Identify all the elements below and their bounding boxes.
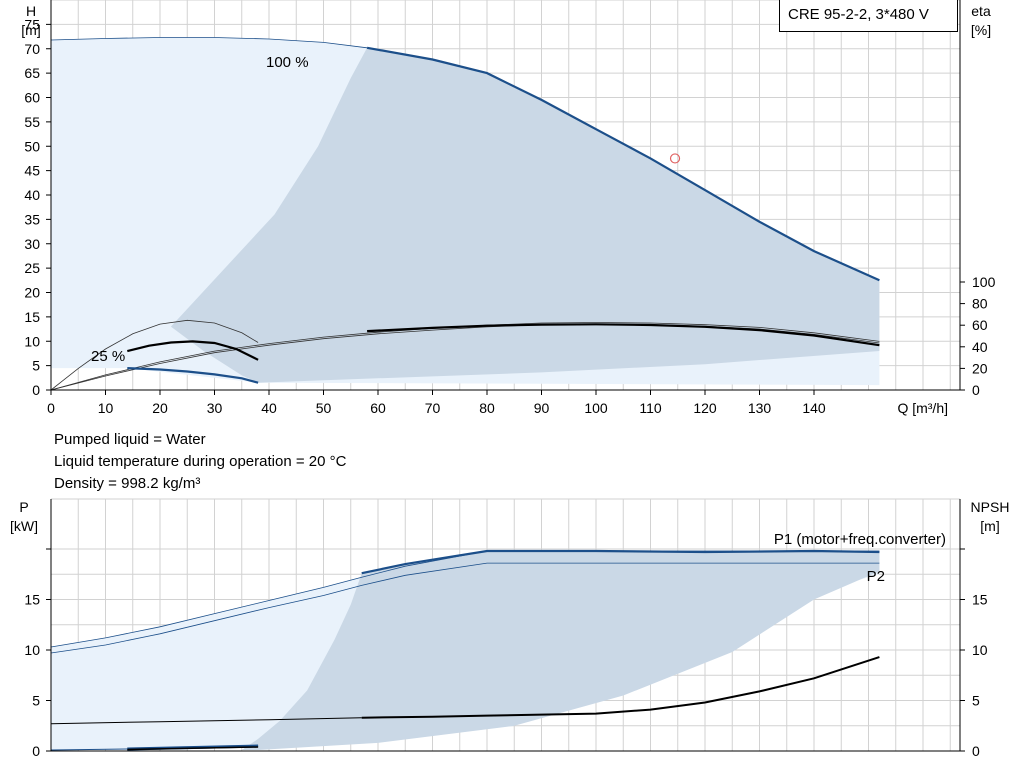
x-tick-label: 80	[479, 400, 495, 416]
y-tick-label: 0	[32, 382, 40, 398]
legend-p1: P1 (motor+freq.converter)	[774, 531, 946, 548]
npsh-tick-label: 0	[972, 743, 980, 759]
y-tick-label: 70	[24, 41, 40, 57]
npsh-axis-label: NPSH	[971, 499, 1010, 515]
p1-bold	[361, 549, 880, 575]
y-tick-label: 35	[24, 211, 40, 227]
head-100-thin	[50, 37, 368, 49]
p-tick-label: 10	[24, 642, 40, 658]
y-tick-label: 10	[24, 333, 40, 349]
head-efficiency-plot: 0 10 20 30 40 50 60 70 80 90 100 110 120 130 140 Q [m³/…	[21, 0, 996, 416]
p2-thin	[50, 562, 880, 654]
power-npsh-plot: 0 5 10 15 0 5 10 15 P [kW] NPSH [m] P1 (motor+freq.c…	[10, 498, 1010, 759]
x-tick-label: 20	[152, 400, 168, 416]
eta-bold	[367, 323, 880, 347]
x-tick-label: 30	[207, 400, 223, 416]
p-tick-label: 5	[32, 693, 40, 709]
legend-p2: P2	[867, 568, 885, 585]
p-low-black	[127, 746, 259, 751]
eta-tick-label: 0	[972, 382, 980, 398]
x-tick-label: 120	[693, 400, 717, 416]
y-tick-label: 50	[24, 138, 40, 154]
band-dark	[241, 551, 880, 750]
x-tick-label: 100	[584, 400, 608, 416]
eta-axis-unit: [%]	[971, 22, 991, 38]
info-liquid: Pumped liquid = Water	[54, 431, 206, 448]
annotation-25-percent: 25 %	[91, 348, 125, 365]
x-tick-label: 90	[534, 400, 550, 416]
eta-tick-label: 20	[972, 360, 988, 376]
annotation-100-percent: 100 %	[266, 54, 309, 71]
operating-point-marker	[669, 153, 681, 164]
eta-tick-label: 40	[972, 339, 988, 355]
pumped-liquid-info: Pumped liquid = Water Liquid temperature…	[54, 429, 346, 495]
y-tick-label: 20	[24, 285, 40, 301]
eta-tick-label: 80	[972, 296, 988, 312]
x-tick-label: 10	[98, 400, 114, 416]
title-box: CRE 95-2-2, 3*480 V	[779, 0, 958, 32]
x-tick-label: 50	[316, 400, 332, 416]
x-tick-label: 60	[370, 400, 386, 416]
x-tick-label: 140	[802, 400, 826, 416]
y-tick-label: 30	[24, 236, 40, 252]
head-25	[127, 367, 259, 384]
y-tick-label: 55	[24, 114, 40, 130]
head-100-bold	[366, 46, 880, 282]
eta-axis-label: eta	[971, 3, 991, 19]
x-axis-label: Q [m³/h]	[897, 400, 948, 416]
info-density: Density = 998.2 kg/m³	[54, 475, 201, 492]
npsh-bold	[361, 656, 880, 719]
eta-tick-label: 100	[972, 274, 996, 290]
y-tick-label: 5	[32, 358, 40, 374]
x-tick-label: 70	[425, 400, 441, 416]
x-tick-label: 130	[748, 400, 772, 416]
y-tick-label: 65	[24, 65, 40, 81]
eta-low-bold	[127, 340, 259, 361]
npsh-tick-label: 5	[972, 693, 980, 709]
y-axis-label-H: H	[26, 3, 36, 19]
y-tick-label: 40	[24, 187, 40, 203]
x-tick-label: 40	[261, 400, 277, 416]
p-tick-label: 15	[24, 592, 40, 608]
p-axis-label: P	[19, 499, 28, 515]
title-text: CRE 95-2-2, 3*480 V	[788, 6, 929, 23]
x-tick-label: 110	[639, 400, 662, 416]
eta-tick-label: 60	[972, 317, 988, 333]
y-tick-label: 15	[24, 309, 40, 325]
npsh-tick-label: 10	[972, 642, 988, 658]
y-tick-label: 75	[24, 16, 40, 32]
y-axis-unit-m: [m]	[21, 22, 40, 38]
p-tick-label: 0	[32, 743, 40, 759]
npsh-tick-label: 15	[972, 592, 988, 608]
y-tick-label: 60	[24, 90, 40, 106]
npsh-axis-unit: [m]	[980, 518, 999, 534]
p-axis-unit: [kW]	[10, 518, 38, 534]
x-tick-label: 0	[47, 400, 55, 416]
y-tick-label: 25	[24, 260, 40, 276]
info-temperature: Liquid temperature during operation = 20…	[54, 453, 347, 470]
npsh-thin	[50, 717, 362, 725]
eta-low-thin	[50, 319, 259, 391]
y-tick-label: 45	[24, 163, 40, 179]
band-dark	[170, 47, 880, 383]
